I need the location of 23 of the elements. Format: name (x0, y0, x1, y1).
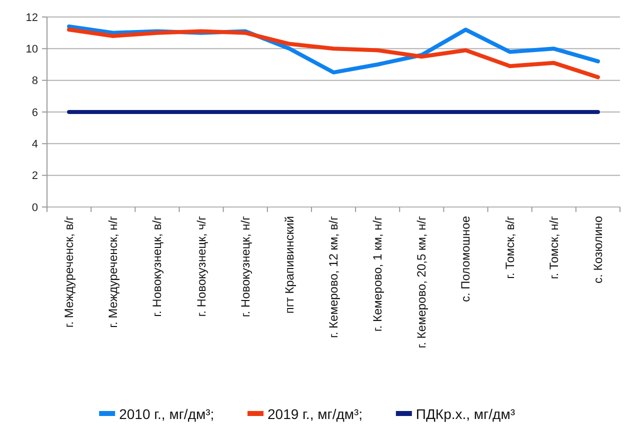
x-tick-label: г. Кемерово, 20,5 км, н/г (414, 215, 429, 348)
x-tick-label: г. Междуреченск, в/г (62, 215, 76, 328)
legend-label: ПДКр.х., мг/дм³ (416, 406, 516, 422)
x-tick-label: пгт Крапивинский (282, 216, 296, 314)
y-tick-label: 2 (32, 170, 38, 182)
x-tick-label: г. Томск, в/г (502, 215, 517, 279)
y-tick-label: 6 (32, 106, 38, 119)
legend-label: 2010 г., мг/дм³; (119, 406, 214, 422)
x-tick-label: г. Томск, н/г (546, 215, 561, 280)
y-tick-label: 4 (32, 138, 38, 151)
x-tick-label: с. Козюлино (590, 216, 605, 284)
x-tick-label: с. Поломошное (458, 216, 473, 302)
y-tick-label: 12 (26, 12, 38, 24)
y-tick-label: 10 (26, 44, 38, 56)
x-tick-label: г. Междуреченск, н/г (106, 215, 120, 328)
x-tick-label: г. Кемерово, 12 км, в/г (326, 215, 340, 338)
x-tick-label: г. Новокузнецк, ч/г (194, 215, 208, 317)
legend-label: 2019 г., мг/дм³; (268, 406, 363, 422)
x-tick-label: г. Новокузнецк, в/г (150, 215, 164, 317)
x-tick-label: г. Новокузнецк, н/г (238, 215, 252, 318)
x-tick-label: г. Кемерово, 1 км, н/г (370, 215, 385, 332)
y-tick-label: 0 (32, 202, 38, 214)
y-tick-label: 8 (32, 75, 38, 88)
